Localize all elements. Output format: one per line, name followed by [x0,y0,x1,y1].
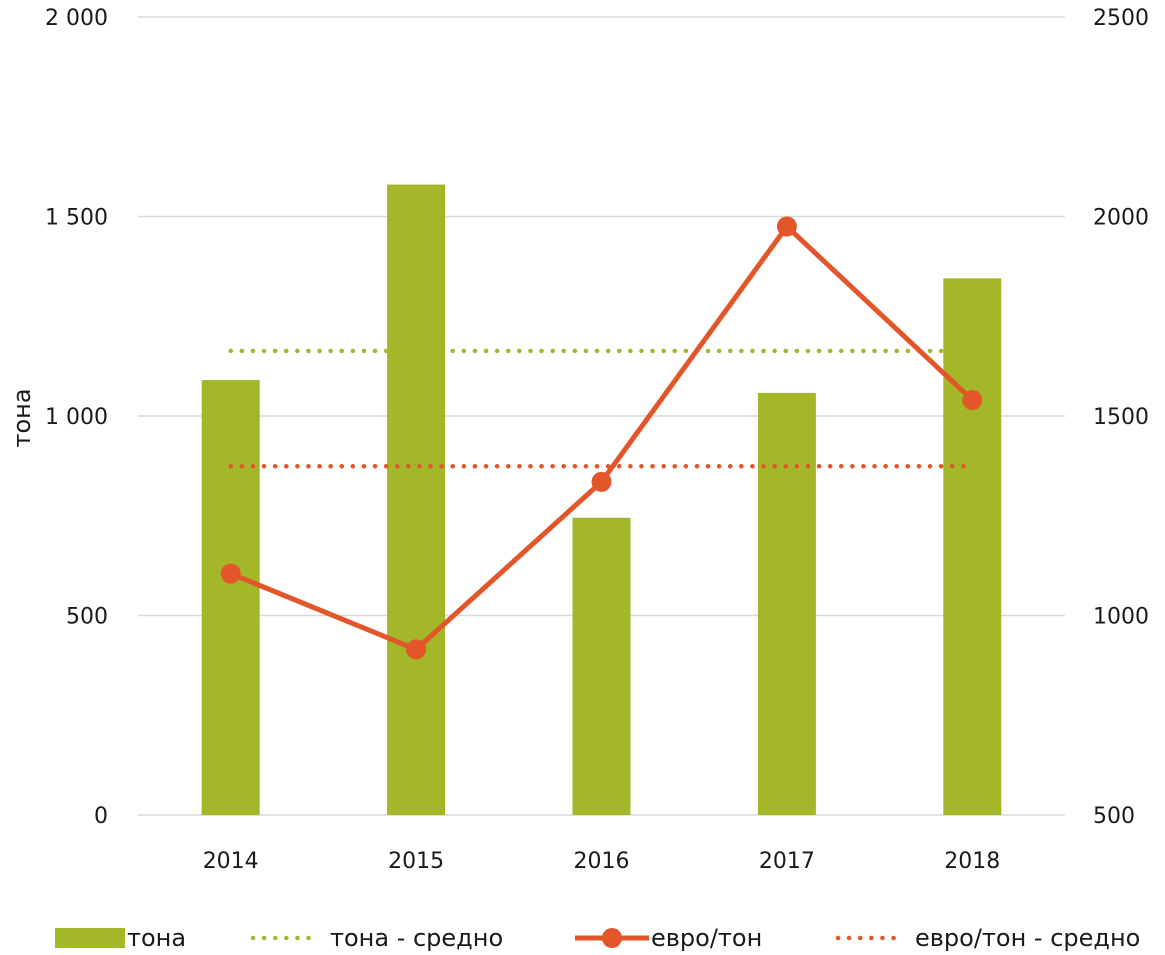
legend-item: евро/тон - средно [835,924,1140,952]
bar [387,184,446,815]
y-tick-label: 1 500 [45,206,108,231]
y2-tick-label: 1500 [1093,405,1149,430]
legend-swatch [55,928,125,948]
line-point [406,639,427,660]
bar [757,392,816,815]
left-axis-ticks: 0 500 1 000 1 500 2 000 [45,6,108,829]
line-point [962,390,983,411]
y-tick-label: 0 [94,804,108,829]
legend-item: евро/тон [575,924,762,952]
line-point [776,216,797,237]
y2-tick-label: 2000 [1093,206,1149,231]
legend-item: тона - средно [250,924,503,952]
line-point [591,471,612,492]
y2-tick-label: 1000 [1093,605,1149,630]
bar [572,517,631,815]
line-point [220,563,241,584]
legend-marker [602,928,622,948]
bar-series [201,184,1002,816]
x-axis-ticks: 2014 2015 2016 2017 2018 [203,849,1001,874]
legend-label: тона [127,924,186,952]
x-tick-label: 2016 [574,849,630,874]
bar [943,278,1002,816]
y-axis-title: тона [8,388,36,447]
y2-tick-label: 2500 [1093,6,1149,31]
legend-label: тона - средно [330,924,503,952]
line-series [220,216,983,660]
x-tick-label: 2014 [203,849,259,874]
y2-tick-label: 500 [1093,804,1135,829]
y-tick-label: 500 [66,605,108,630]
x-tick-label: 2015 [388,849,444,874]
legend-label: евро/тон [651,924,762,952]
x-tick-label: 2018 [944,849,1000,874]
legend-label: евро/тон - средно [915,924,1140,952]
y-tick-label: 1 000 [45,405,108,430]
legend-item: тона [55,924,186,952]
bar [201,380,260,815]
right-axis-ticks: 500 1000 1500 2000 2500 [1093,6,1149,829]
y-tick-label: 2 000 [45,6,108,31]
legend: тона тона - средно евро/тон евро/тон - сред… [55,924,1140,952]
gridlines [138,16,1065,816]
x-tick-label: 2017 [759,849,815,874]
